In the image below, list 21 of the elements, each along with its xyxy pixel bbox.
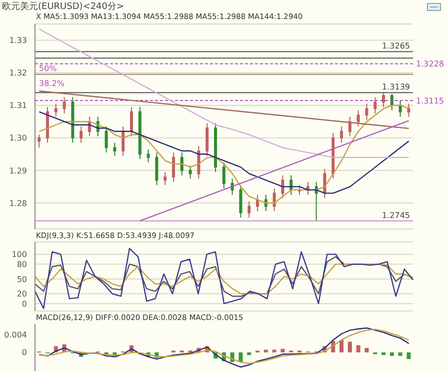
annotation: 38.2% <box>38 79 66 88</box>
ref-line-label: 1.3265 <box>382 42 410 51</box>
y-tick-label: 20 <box>16 290 27 299</box>
y-tick-label: 0 <box>22 299 27 308</box>
ref-line-label: 1.2745 <box>382 210 410 220</box>
y-tick-label: 0 <box>22 348 27 358</box>
chart-title: 欧元美元(EURUSD)<240分> <box>2 0 124 13</box>
y-tick-label: 1.32 <box>9 68 27 78</box>
y-tick-label: 100 <box>12 250 27 260</box>
ref-line-label: 1.3139 <box>382 82 410 92</box>
y-tick-label: 1.30 <box>9 134 27 143</box>
y-tick-label: 80 <box>16 260 27 270</box>
y-tick-label: 1.28 <box>9 198 27 208</box>
ref-line-label: 1.3228 <box>416 60 444 69</box>
y-tick-label: 1.29 <box>9 166 27 176</box>
ref-line-label: 1.3115 <box>416 96 444 106</box>
y-tick-label: 50 <box>16 274 27 284</box>
y-tick-label: 0.004 <box>4 330 27 340</box>
annotation: 50% <box>38 64 58 73</box>
y-tick-label: 1.31 <box>9 101 27 110</box>
y-tick-label: 1.33 <box>9 36 27 46</box>
